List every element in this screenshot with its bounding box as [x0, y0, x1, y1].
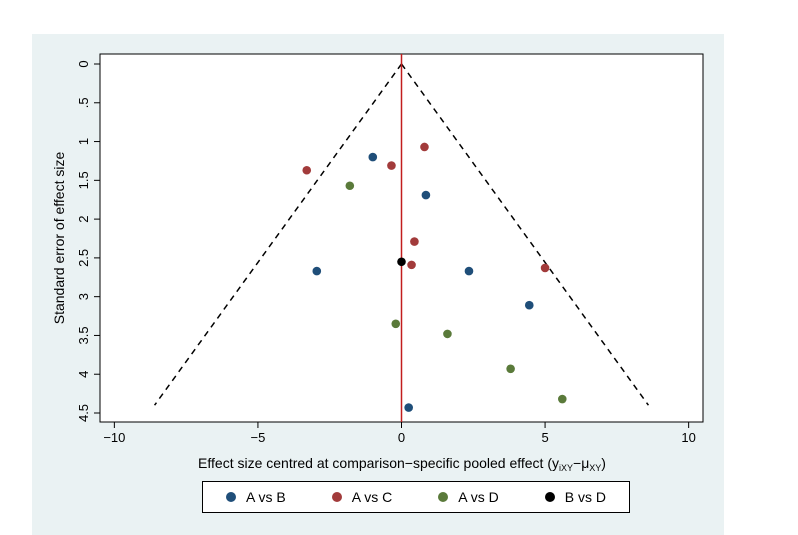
data-point-a-vs-d-0 — [345, 181, 355, 191]
funnel-plot-figure: −10 −5 0 5 10 0 .5 1 1.5 2 2.5 3 3.5 4 4.5 Effect siz… — [32, 34, 724, 535]
legend-swatch — [438, 492, 449, 502]
legend-label: A vs C — [351, 489, 393, 505]
data-point-a-vs-b-3 — [464, 266, 474, 276]
legend-label: B vs D — [564, 489, 606, 505]
y-tick-label: 2.5 — [76, 249, 91, 267]
x-axis-title: Effect size centred at comparison−specif… — [198, 455, 606, 473]
funnel-plot: −10 −5 0 5 10 0 .5 1 1.5 2 2.5 3 3.5 4 4.5 Effect siz… — [51, 53, 704, 473]
legend-label: A vs D — [458, 489, 499, 505]
data-point-a-vs-c-4 — [407, 260, 416, 270]
x-tick-label: 5 — [541, 430, 548, 445]
legend-item-a-vs-d: A vs D — [438, 489, 499, 505]
y-tick-label: 3 — [76, 293, 91, 300]
x-tick-label: 10 — [681, 430, 695, 445]
data-point-a-vs-b-1 — [421, 190, 431, 200]
data-point-a-vs-c-2 — [302, 165, 312, 175]
legend-swatch — [226, 492, 237, 502]
data-point-a-vs-b-0 — [368, 152, 378, 162]
data-point-a-vs-c-1 — [387, 161, 396, 170]
x-tick-label: −5 — [251, 430, 266, 445]
y-tick-label: .5 — [76, 97, 91, 108]
legend-item-a-vs-c: A vs C — [331, 489, 393, 505]
x-axis-title-mu: −μ — [573, 455, 589, 471]
data-point-a-vs-b-2 — [312, 266, 322, 276]
legend-label: A vs B — [246, 489, 286, 505]
x-tick-label: 0 — [398, 430, 405, 445]
data-point-a-vs-c-0 — [420, 142, 429, 152]
legend-item-b-vs-d: B vs D — [544, 489, 606, 505]
x-tick-label: −10 — [103, 430, 125, 445]
data-point-a-vs-b-4 — [524, 300, 534, 310]
legend: A vs B A vs C A vs D B vs D — [202, 481, 630, 513]
data-point-a-vs-b-5 — [404, 403, 413, 412]
x-axis-title-subscript: iXY — [559, 463, 573, 473]
y-tick-label: 2 — [76, 215, 91, 222]
data-point-a-vs-d-1 — [391, 319, 401, 329]
y-tick-label: 3.5 — [76, 326, 91, 344]
x-axis-title-end: ) — [601, 455, 606, 471]
y-tick-label: 1 — [76, 138, 91, 145]
funnel-left-boundary — [153, 63, 403, 406]
data-point-a-vs-c-3 — [410, 237, 419, 246]
y-tick-label: 4 — [76, 371, 91, 378]
data-point-a-vs-d-3 — [506, 364, 515, 374]
y-axis-title: Standard error of effect size — [51, 152, 67, 325]
data-point-a-vs-d-4 — [558, 394, 567, 404]
y-tick-label: 1.5 — [76, 171, 91, 189]
funnel-right-boundary — [400, 63, 650, 406]
legend-swatch — [544, 492, 555, 502]
data-point-a-vs-d-2 — [443, 329, 452, 339]
legend-swatch — [331, 492, 342, 502]
legend-item-a-vs-b: A vs B — [226, 489, 286, 505]
y-tick-label: 0 — [76, 60, 91, 67]
data-point-b-vs-d-0 — [397, 257, 406, 267]
y-tick-label: 4.5 — [76, 404, 91, 422]
x-axis-title-subscript-2: XY — [589, 463, 601, 473]
data-point-a-vs-c-5 — [540, 263, 550, 273]
